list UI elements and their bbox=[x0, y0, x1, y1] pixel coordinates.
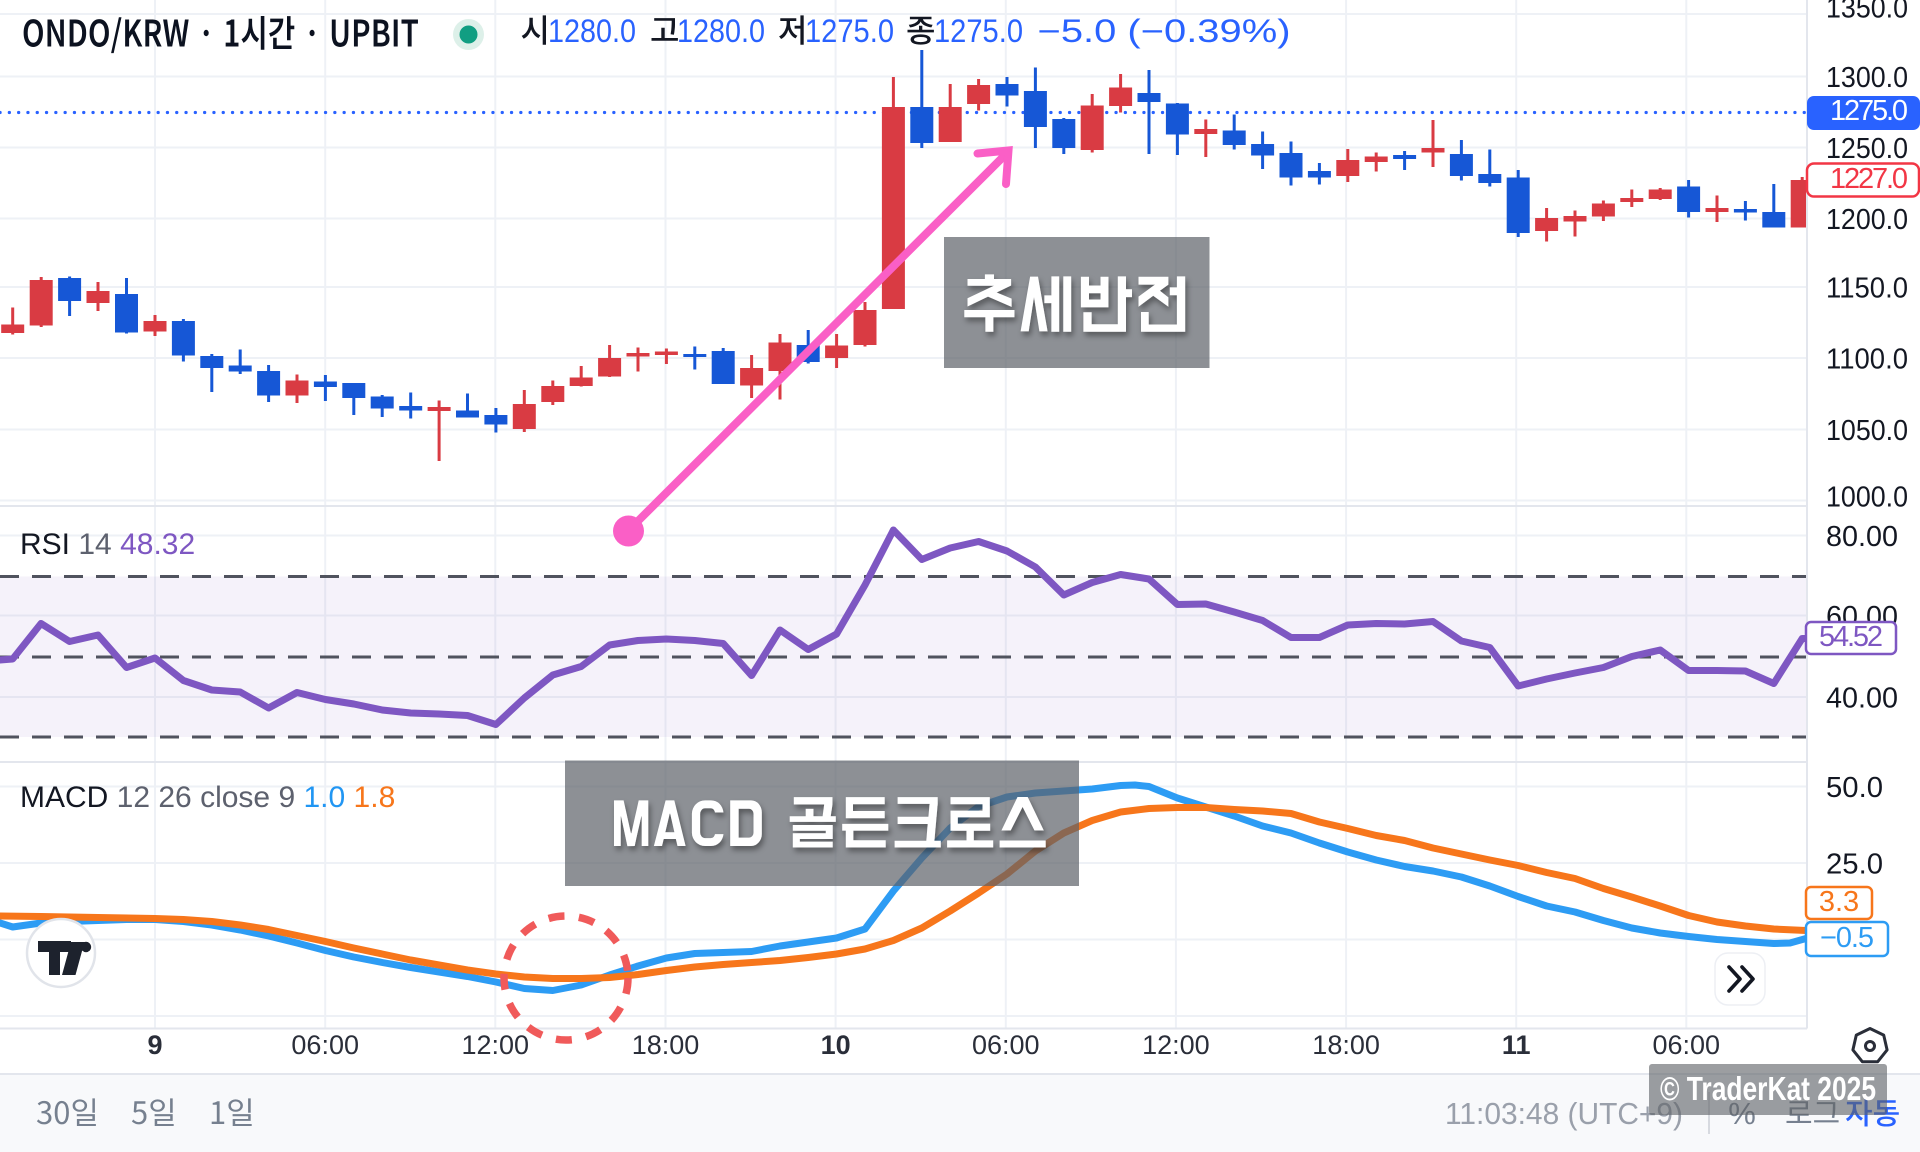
svg-text:12:00: 12:00 bbox=[462, 1030, 530, 1060]
svg-text:1100.0: 1100.0 bbox=[1826, 344, 1908, 376]
svg-text:−5.0 (−0.39%): −5.0 (−0.39%) bbox=[1038, 13, 1291, 49]
svg-text:80.00: 80.00 bbox=[1826, 521, 1898, 553]
svg-text:1227.0: 1227.0 bbox=[1830, 163, 1908, 195]
svg-text:1300.0: 1300.0 bbox=[1826, 62, 1908, 94]
svg-text:1200.0: 1200.0 bbox=[1826, 204, 1908, 236]
svg-text:3.3: 3.3 bbox=[1819, 886, 1859, 918]
svg-text:11: 11 bbox=[1502, 1030, 1531, 1060]
svg-text:50.0: 50.0 bbox=[1826, 772, 1883, 804]
svg-text:12:00: 12:00 bbox=[1142, 1030, 1210, 1060]
svg-text:MACD 12 26 close 9 1.0 1.8: MACD 12 26 close 9 1.0 1.8 bbox=[20, 781, 395, 814]
svg-text:06:00: 06:00 bbox=[291, 1030, 359, 1060]
svg-text:1280.0: 1280.0 bbox=[548, 13, 636, 49]
svg-text:40.00: 40.00 bbox=[1826, 683, 1898, 715]
svg-text:© TraderKat 2025: © TraderKat 2025 bbox=[1660, 1070, 1876, 1107]
svg-text:RSI 14 48.32: RSI 14 48.32 bbox=[20, 528, 195, 561]
svg-text:10: 10 bbox=[821, 1030, 851, 1060]
svg-text:18:00: 18:00 bbox=[1312, 1030, 1380, 1060]
svg-text:1250.0: 1250.0 bbox=[1826, 133, 1908, 165]
svg-text:1275.0: 1275.0 bbox=[934, 13, 1023, 49]
svg-text:9: 9 bbox=[147, 1030, 162, 1060]
svg-text:18:00: 18:00 bbox=[632, 1030, 700, 1060]
svg-text:1280.0: 1280.0 bbox=[677, 13, 765, 49]
svg-text:54.52: 54.52 bbox=[1819, 621, 1883, 653]
svg-text:1350.0: 1350.0 bbox=[1826, 0, 1908, 25]
svg-text:1050.0: 1050.0 bbox=[1826, 415, 1908, 447]
svg-text:1275.0: 1275.0 bbox=[805, 13, 894, 49]
svg-text:1000.0: 1000.0 bbox=[1826, 482, 1908, 514]
svg-text:06:00: 06:00 bbox=[972, 1030, 1040, 1060]
svg-text:11:03:48 (UTC+9): 11:03:48 (UTC+9) bbox=[1445, 1096, 1683, 1131]
svg-text:−0.5: −0.5 bbox=[1820, 922, 1874, 954]
svg-text:1275.0: 1275.0 bbox=[1830, 95, 1908, 127]
svg-text:25.0: 25.0 bbox=[1826, 849, 1883, 881]
svg-text:06:00: 06:00 bbox=[1653, 1030, 1721, 1060]
svg-text:1150.0: 1150.0 bbox=[1826, 273, 1908, 305]
